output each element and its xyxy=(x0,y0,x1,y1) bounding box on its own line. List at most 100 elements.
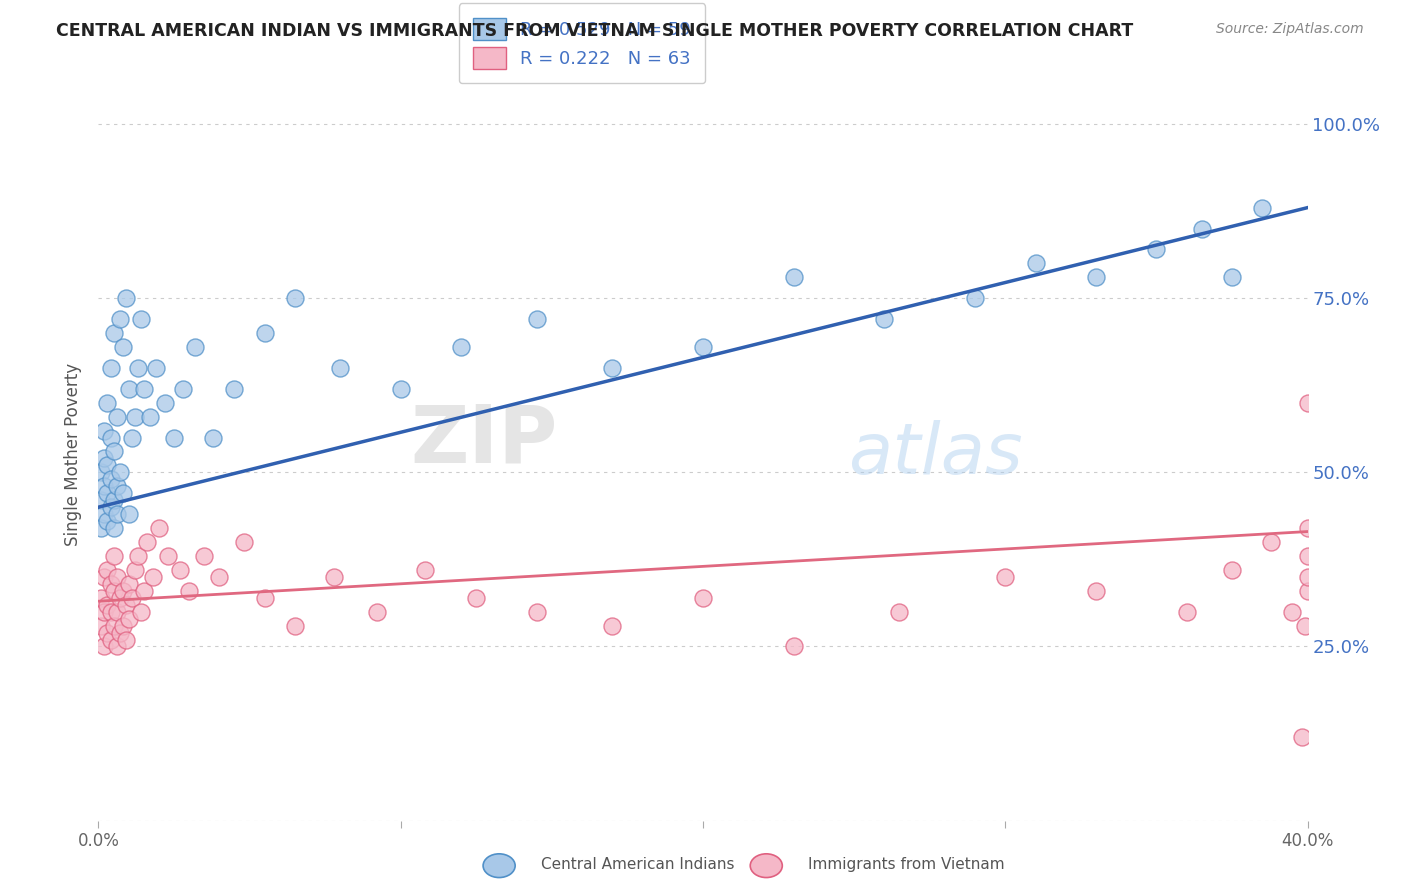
Point xyxy=(124,563,146,577)
Point xyxy=(1296,395,1319,409)
Point xyxy=(103,444,125,458)
Point xyxy=(169,563,191,577)
Point xyxy=(103,326,125,340)
Point xyxy=(93,507,115,521)
Point xyxy=(873,312,896,326)
Point xyxy=(90,521,112,535)
Point xyxy=(108,466,131,480)
Point xyxy=(103,549,125,563)
Point xyxy=(100,472,122,486)
Point xyxy=(526,312,548,326)
Point xyxy=(184,340,207,354)
Point xyxy=(90,493,112,508)
Point xyxy=(105,570,128,584)
Point xyxy=(111,340,134,354)
Point xyxy=(329,360,352,375)
Point xyxy=(153,395,176,409)
Point xyxy=(1144,243,1167,257)
Point xyxy=(96,486,118,500)
Point xyxy=(118,612,141,626)
Point xyxy=(413,563,436,577)
Point xyxy=(114,632,136,647)
Text: ZIP: ZIP xyxy=(411,401,558,479)
Point xyxy=(129,312,152,326)
Point xyxy=(114,598,136,612)
Point xyxy=(1085,270,1108,285)
Point xyxy=(103,493,125,508)
Point xyxy=(253,326,276,340)
Point xyxy=(129,605,152,619)
Point xyxy=(156,549,179,563)
Point xyxy=(139,409,162,424)
Text: Source: ZipAtlas.com: Source: ZipAtlas.com xyxy=(1216,22,1364,37)
Point xyxy=(100,360,122,375)
Point xyxy=(121,591,143,605)
Point xyxy=(105,605,128,619)
Point xyxy=(1024,256,1046,270)
Text: Central American Indians: Central American Indians xyxy=(541,857,735,872)
Point xyxy=(100,576,122,591)
Point xyxy=(90,591,112,605)
Point xyxy=(100,605,122,619)
Point xyxy=(1291,730,1313,744)
Point xyxy=(124,409,146,424)
Point xyxy=(1085,583,1108,598)
Point xyxy=(692,591,714,605)
Point xyxy=(1281,605,1303,619)
Point xyxy=(118,382,141,396)
Point xyxy=(994,570,1017,584)
Circle shape xyxy=(751,854,782,878)
Point xyxy=(100,430,122,444)
Point xyxy=(108,591,131,605)
Point xyxy=(366,605,388,619)
Point xyxy=(103,618,125,632)
Point xyxy=(118,507,141,521)
Point xyxy=(93,479,115,493)
Point xyxy=(111,618,134,632)
Point xyxy=(145,360,167,375)
Y-axis label: Single Mother Poverty: Single Mother Poverty xyxy=(65,363,83,547)
Point xyxy=(389,382,412,396)
Point xyxy=(148,521,170,535)
Point xyxy=(96,563,118,577)
Point xyxy=(179,583,201,598)
Point xyxy=(135,535,157,549)
Point xyxy=(602,360,624,375)
Point xyxy=(889,605,911,619)
Point xyxy=(783,270,806,285)
Point xyxy=(172,382,194,396)
Point xyxy=(1175,605,1198,619)
Point xyxy=(163,430,186,444)
Point xyxy=(1296,570,1319,584)
Point xyxy=(692,340,714,354)
Point xyxy=(127,360,149,375)
Text: CENTRAL AMERICAN INDIAN VS IMMIGRANTS FROM VIETNAM SINGLE MOTHER POVERTY CORRELA: CENTRAL AMERICAN INDIAN VS IMMIGRANTS FR… xyxy=(56,22,1133,40)
Point xyxy=(96,625,118,640)
Text: Immigrants from Vietnam: Immigrants from Vietnam xyxy=(808,857,1005,872)
Point xyxy=(105,507,128,521)
Point xyxy=(526,605,548,619)
Legend: R = 0.529   N = 59, R = 0.222   N = 63: R = 0.529 N = 59, R = 0.222 N = 63 xyxy=(458,4,706,83)
Point xyxy=(96,598,118,612)
Point xyxy=(1220,270,1243,285)
Point xyxy=(783,640,806,654)
Point xyxy=(142,570,165,584)
Text: atlas: atlas xyxy=(848,420,1022,490)
Point xyxy=(105,640,128,654)
Point xyxy=(90,618,112,632)
Point xyxy=(96,514,118,528)
Circle shape xyxy=(484,854,515,878)
Point xyxy=(1296,583,1319,598)
Point xyxy=(132,382,155,396)
Point xyxy=(1251,201,1274,215)
Point xyxy=(323,570,346,584)
Point xyxy=(96,458,118,473)
Point xyxy=(208,570,231,584)
Point xyxy=(1294,618,1316,632)
Point xyxy=(103,583,125,598)
Point xyxy=(93,424,115,438)
Point xyxy=(224,382,246,396)
Point xyxy=(93,605,115,619)
Point xyxy=(108,625,131,640)
Point xyxy=(93,640,115,654)
